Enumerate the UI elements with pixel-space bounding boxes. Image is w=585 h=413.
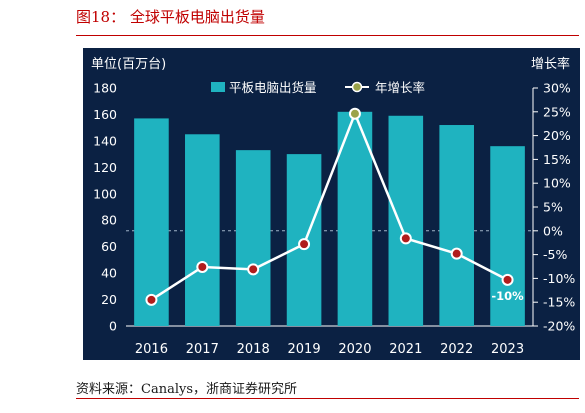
- shipment-bar: [337, 111, 373, 326]
- y-right-tick-label: -15%: [543, 295, 575, 310]
- y-left-tick-label: 100: [93, 186, 117, 201]
- shipment-bar: [185, 134, 220, 326]
- growth-rate-marker: [196, 260, 209, 273]
- chart-svg: 0 20 40 60 80 100 120 140 160 180 -20% -15% -10% -5%…: [83, 48, 580, 360]
- title-rule: [76, 35, 579, 36]
- y-left-tick-label: 120: [93, 160, 117, 175]
- growth-rate-line: [150, 110, 509, 301]
- y-right-tick-label: -20%: [543, 319, 575, 334]
- x-tick-label: 2018: [237, 342, 270, 357]
- x-tick-label: 2023: [491, 342, 524, 357]
- right-axis-label: 增长率: [531, 56, 570, 72]
- y-left-tick-label: 40: [101, 266, 117, 281]
- figure-title: 图18： 全球平板电脑出货量: [76, 8, 265, 26]
- growth-rate-marker: [348, 107, 361, 120]
- x-tick-label: 2020: [338, 342, 371, 357]
- growth-rate-marker: [399, 232, 412, 245]
- y-left-tick-label: 160: [93, 107, 117, 122]
- x-tick-label: 2019: [288, 342, 321, 357]
- y-right-tick-label: 30%: [543, 81, 571, 96]
- y-left-tick-label: 60: [101, 239, 117, 254]
- shipment-bar: [439, 125, 474, 327]
- y-right-tick-label: 25%: [543, 104, 571, 119]
- x-tick-label: 2021: [389, 342, 422, 357]
- source-rule: [76, 398, 579, 399]
- growth-rate-marker: [501, 273, 514, 286]
- y-right-tick-label: 20%: [543, 128, 571, 143]
- shipment-bar: [388, 115, 424, 327]
- growth-rate-marker: [298, 238, 311, 251]
- x-tick-label: 2016: [135, 342, 168, 357]
- shipment-bar: [490, 146, 525, 326]
- legend: 平板电脑出货量 年增长率: [211, 80, 425, 95]
- y-right-tick-label: 0%: [543, 223, 563, 238]
- chart-container: 0 20 40 60 80 100 120 140 160 180 -20% -15% -10% -5%…: [83, 48, 580, 360]
- y-right-tick-label: 15%: [543, 152, 571, 167]
- growth-data-label: -10%: [491, 289, 524, 303]
- y-right-tick-label: 5%: [543, 200, 563, 215]
- source-note: 资料来源：Canalys，浙商证券研究所: [76, 382, 297, 397]
- y-right-tick-label: -5%: [543, 247, 567, 262]
- y-left-tick-label: 80: [101, 213, 117, 228]
- growth-rate-marker: [247, 263, 260, 276]
- y-right-tick-label: -10%: [543, 271, 575, 286]
- legend-line-marker: [351, 81, 363, 93]
- shipment-bar: [235, 150, 271, 326]
- legend-bar-label: 平板电脑出货量: [229, 80, 317, 95]
- x-tick-label: 2017: [186, 342, 219, 357]
- legend-line-label: 年增长率: [375, 80, 425, 95]
- y-left-tick-label: 0: [109, 319, 117, 334]
- legend-bar-swatch: [211, 82, 225, 92]
- growth-rate-marker: [450, 247, 463, 260]
- y-left-tick-label: 140: [93, 133, 117, 148]
- y-left-tick-label: 180: [93, 81, 117, 96]
- y-left-tick-label: 20: [101, 292, 117, 307]
- growth-rate-marker: [145, 293, 158, 306]
- y-right-tick-label: 10%: [543, 176, 571, 191]
- x-tick-label: 2022: [440, 342, 473, 357]
- left-axis-label: 单位(百万台): [91, 57, 166, 72]
